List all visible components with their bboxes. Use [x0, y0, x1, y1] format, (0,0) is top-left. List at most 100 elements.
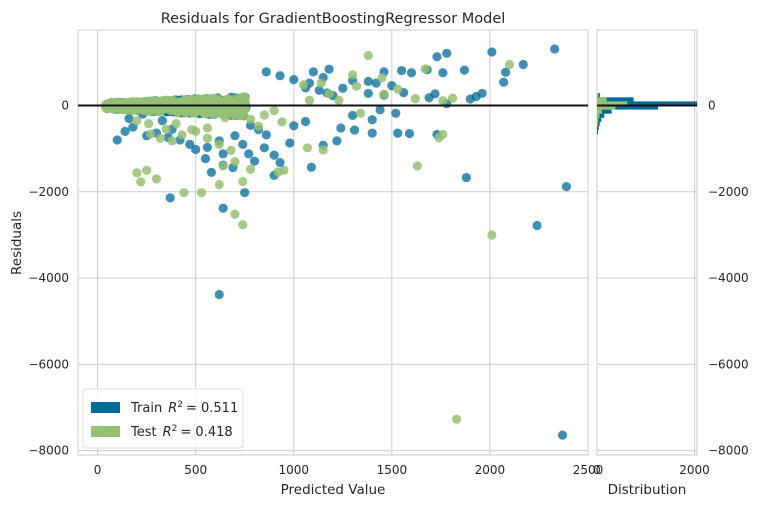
test-point [238, 176, 248, 187]
train-point [459, 65, 470, 75]
train-point [200, 153, 211, 164]
x-tick-label: 2000 [475, 463, 506, 477]
test-point [202, 133, 213, 143]
test-point [355, 108, 366, 118]
y-tick-label: −2000 [28, 185, 69, 199]
test-point [132, 168, 142, 178]
test-point [253, 121, 264, 131]
test-point [393, 84, 403, 94]
train-point [165, 193, 175, 203]
test-point [132, 116, 142, 126]
y-tick-label: −8000 [28, 444, 69, 458]
test-point [379, 89, 389, 99]
test-histogram-bar [597, 105, 616, 110]
train-point [314, 85, 324, 96]
distribution-y-tick-label: −2000 [708, 185, 749, 199]
train-point [275, 71, 285, 81]
train-point [404, 128, 415, 139]
train-point [218, 203, 228, 213]
x-tick-label: 1500 [377, 463, 408, 477]
test-point [190, 108, 200, 118]
train-point [518, 59, 528, 70]
train-histogram-bar [597, 117, 602, 122]
test-point [246, 114, 256, 124]
test-point [377, 73, 387, 83]
train-histogram-bar [597, 109, 612, 114]
train-point [430, 89, 440, 99]
train-point [285, 138, 295, 148]
test-point [187, 125, 197, 135]
train-point [218, 149, 228, 159]
test-point [209, 106, 220, 116]
test-point [363, 50, 373, 61]
test-point [214, 139, 224, 149]
train-point [185, 139, 195, 149]
test-point [487, 230, 497, 240]
test-point [167, 136, 177, 146]
train-point [249, 156, 260, 166]
distribution-x-tick-labels: 0 2000 [593, 463, 710, 477]
train-point [202, 142, 213, 152]
x-axis-label: Predicted Value [281, 482, 386, 498]
train-point [442, 48, 452, 58]
train-histogram-bar [597, 113, 605, 118]
train-histogram-bar [597, 130, 598, 135]
test-point [207, 95, 218, 105]
train-histogram-bar [597, 126, 599, 131]
x-tick-label: 500 [184, 463, 207, 477]
test-point [202, 123, 213, 133]
train-point [324, 64, 334, 74]
scatter-y-tick-labels: −8000 −6000 −4000 −2000 0 [28, 99, 69, 458]
test-point [410, 94, 420, 104]
train-point [432, 52, 442, 62]
y-tick-label: −6000 [28, 357, 69, 371]
train-point [349, 125, 360, 135]
distribution-y-tick-label: −6000 [708, 357, 749, 371]
train-histogram-bar [597, 101, 697, 106]
legend: Train R2 = 0.511 Test R2 = 0.418 [82, 388, 244, 449]
test-histogram-bar [597, 113, 600, 118]
train-point [261, 67, 271, 77]
train-point [214, 289, 224, 300]
test-point [145, 129, 156, 139]
test-point [171, 119, 181, 129]
distribution-y-tick-label: −4000 [708, 271, 749, 285]
test-point [438, 96, 448, 106]
test-point [196, 188, 207, 198]
legend-train-label: Train R2 = 0.511 [130, 400, 238, 416]
test-point [214, 179, 224, 190]
scatter-panel: 0 500 1000 1500 2000 2500 −8000 −6000 −4000 −200… [9, 29, 603, 498]
train-point [336, 123, 346, 133]
train-point [550, 44, 560, 54]
train-point [157, 116, 167, 126]
test-histogram-bars [597, 93, 697, 127]
train-point [391, 108, 401, 118]
test-point [230, 209, 240, 219]
test-point [177, 130, 187, 140]
test-point [298, 80, 309, 90]
train-point [289, 75, 299, 85]
train-point [238, 139, 248, 149]
test-point [218, 161, 228, 171]
test-point [142, 165, 152, 175]
train-point [557, 430, 568, 440]
train-point [393, 128, 403, 138]
train-point [300, 116, 311, 127]
test-point [246, 164, 256, 174]
distribution-x-tick-label: 2000 [679, 463, 710, 477]
distribution-y-tick-label: 0 [708, 99, 716, 113]
train-point [244, 149, 254, 159]
train-point [306, 162, 317, 172]
train-point [338, 83, 348, 93]
train-point [499, 77, 509, 87]
test-point [259, 110, 269, 120]
distribution-plot-area [596, 29, 698, 456]
train-point [461, 172, 471, 183]
x-tick-label: 1000 [278, 463, 309, 477]
distribution-panel: 0 2000 −8000 −6000 −4000 −2000 0 Distribution [593, 29, 749, 498]
train-point [289, 121, 299, 131]
test-point [434, 133, 444, 143]
train-point [397, 65, 407, 76]
test-point [160, 101, 170, 112]
train-point [501, 67, 511, 77]
